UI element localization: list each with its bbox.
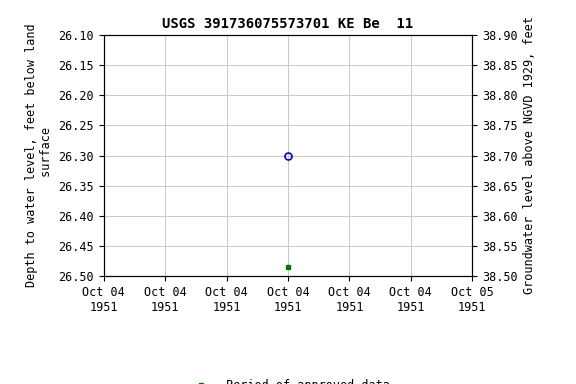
Y-axis label: Depth to water level, feet below land
 surface: Depth to water level, feet below land su… xyxy=(25,24,53,287)
Y-axis label: Groundwater level above NGVD 1929, feet: Groundwater level above NGVD 1929, feet xyxy=(523,17,536,295)
Title: USGS 391736075573701 KE Be  11: USGS 391736075573701 KE Be 11 xyxy=(162,17,414,31)
Legend: Period of approved data: Period of approved data xyxy=(182,374,394,384)
